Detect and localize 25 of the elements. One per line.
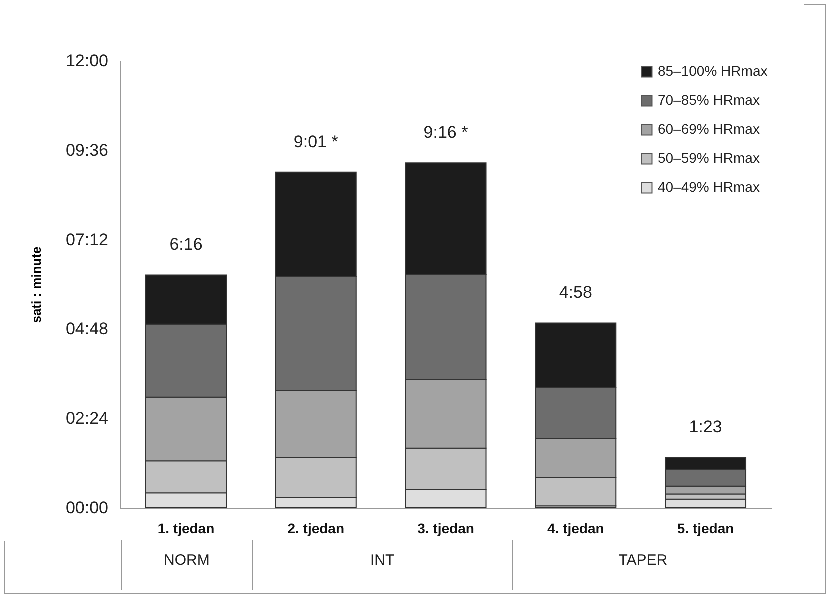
total-label: 9:16 * bbox=[424, 123, 469, 142]
legend-label: 50–59% HRmax bbox=[658, 150, 760, 166]
x-tick-label: 3. tjedan bbox=[418, 520, 474, 536]
y-tick-label: 09:36 bbox=[66, 140, 108, 160]
x-tick-label: 2. tjedan bbox=[288, 520, 345, 536]
text: TAPER bbox=[512, 540, 773, 590]
legend-label: 70–85% HRmax bbox=[658, 92, 760, 108]
y-tick-label: 12:00 bbox=[66, 52, 108, 70]
legend-label: 40–49% HRmax bbox=[658, 179, 760, 195]
legend-label: 85–100% HRmax bbox=[658, 63, 768, 79]
x-tick-label: 4. tjedan bbox=[547, 520, 604, 536]
y-tick-label: 00:00 bbox=[66, 498, 108, 518]
y-tick-label: 02:24 bbox=[66, 409, 108, 428]
legend-label: 60–69% HRmax bbox=[658, 121, 760, 137]
y-axis-title: sati : minute bbox=[28, 246, 44, 324]
total-label: 9:01 * bbox=[294, 132, 339, 152]
y-tick-label: 07:12 bbox=[66, 230, 108, 250]
total-label: 6:16 bbox=[170, 235, 203, 254]
x-tick-label: 1. tjedan bbox=[158, 520, 215, 536]
text: INT bbox=[252, 540, 512, 590]
x-tick-label: 5. tjedan bbox=[677, 520, 734, 536]
total-label: 4:58 bbox=[559, 283, 592, 302]
y-tick-label: 04:48 bbox=[66, 320, 108, 339]
text: NORM bbox=[121, 540, 252, 590]
total-label: 1:23 bbox=[689, 418, 722, 437]
